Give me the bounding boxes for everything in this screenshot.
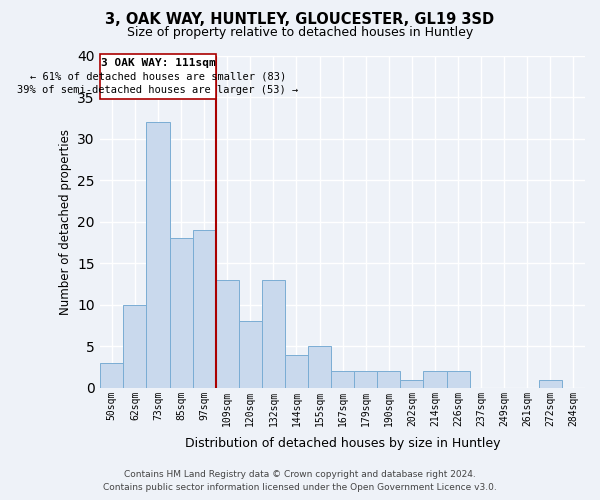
X-axis label: Distribution of detached houses by size in Huntley: Distribution of detached houses by size …: [185, 437, 500, 450]
Bar: [239, 322, 262, 388]
Bar: [539, 380, 562, 388]
Bar: [331, 371, 354, 388]
Text: ← 61% of detached houses are smaller (83): ← 61% of detached houses are smaller (83…: [30, 72, 286, 82]
Text: 39% of semi-detached houses are larger (53) →: 39% of semi-detached houses are larger (…: [17, 84, 299, 94]
Bar: [308, 346, 331, 388]
Text: 3 OAK WAY: 111sqm: 3 OAK WAY: 111sqm: [101, 58, 215, 68]
Bar: [170, 238, 193, 388]
Bar: [400, 380, 424, 388]
Bar: [100, 363, 124, 388]
Bar: [354, 371, 377, 388]
Bar: [424, 371, 446, 388]
Bar: [446, 371, 470, 388]
Y-axis label: Number of detached properties: Number of detached properties: [59, 128, 71, 314]
Bar: [215, 280, 239, 388]
Bar: [377, 371, 400, 388]
Bar: [262, 280, 285, 388]
Bar: [285, 354, 308, 388]
Text: Contains HM Land Registry data © Crown copyright and database right 2024.
Contai: Contains HM Land Registry data © Crown c…: [103, 470, 497, 492]
Text: Size of property relative to detached houses in Huntley: Size of property relative to detached ho…: [127, 26, 473, 39]
Bar: [193, 230, 215, 388]
Bar: [146, 122, 170, 388]
FancyBboxPatch shape: [100, 54, 215, 98]
Text: 3, OAK WAY, HUNTLEY, GLOUCESTER, GL19 3SD: 3, OAK WAY, HUNTLEY, GLOUCESTER, GL19 3S…: [106, 12, 494, 28]
Bar: [124, 305, 146, 388]
